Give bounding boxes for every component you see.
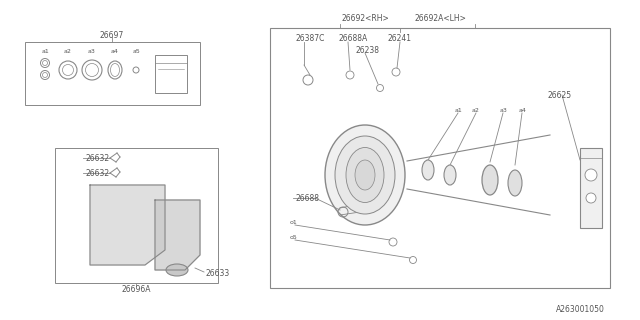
Ellipse shape <box>355 160 375 190</box>
Text: 26688: 26688 <box>295 194 319 203</box>
Text: o5: o5 <box>290 235 298 239</box>
Ellipse shape <box>346 148 384 203</box>
Text: a2: a2 <box>64 49 72 53</box>
Text: a3: a3 <box>88 49 96 53</box>
Text: 26632: 26632 <box>85 169 109 178</box>
Text: a4: a4 <box>519 108 527 113</box>
Circle shape <box>586 193 596 203</box>
Bar <box>155 55 187 93</box>
Text: 26696A: 26696A <box>121 285 151 294</box>
Ellipse shape <box>508 170 522 196</box>
Ellipse shape <box>325 125 405 225</box>
Text: 26692<RH>: 26692<RH> <box>341 13 389 22</box>
Text: a2: a2 <box>472 108 480 113</box>
Text: a1: a1 <box>41 49 49 53</box>
Polygon shape <box>155 200 200 270</box>
Text: 26697: 26697 <box>100 30 124 39</box>
Bar <box>25 42 200 105</box>
Text: 26387C: 26387C <box>295 34 324 43</box>
Text: 26625: 26625 <box>548 91 572 100</box>
Ellipse shape <box>166 264 188 276</box>
Text: a5: a5 <box>132 49 140 53</box>
Ellipse shape <box>482 165 498 195</box>
Bar <box>270 28 610 288</box>
Ellipse shape <box>444 165 456 185</box>
Ellipse shape <box>335 136 395 214</box>
Text: o1: o1 <box>290 220 298 225</box>
Bar <box>580 148 602 228</box>
Circle shape <box>585 169 597 181</box>
Text: 26688A: 26688A <box>338 34 367 43</box>
Text: 26692A<LH>: 26692A<LH> <box>414 13 466 22</box>
Text: a4: a4 <box>111 49 119 53</box>
Text: a3: a3 <box>500 108 508 113</box>
Text: 26238: 26238 <box>355 45 379 54</box>
Text: a1: a1 <box>455 108 463 113</box>
Text: 26633: 26633 <box>205 269 229 278</box>
Text: 26632: 26632 <box>85 154 109 163</box>
Text: A263001050: A263001050 <box>556 306 605 315</box>
Ellipse shape <box>422 160 434 180</box>
Bar <box>55 148 218 283</box>
Polygon shape <box>90 185 165 265</box>
Text: 26241: 26241 <box>387 34 411 43</box>
